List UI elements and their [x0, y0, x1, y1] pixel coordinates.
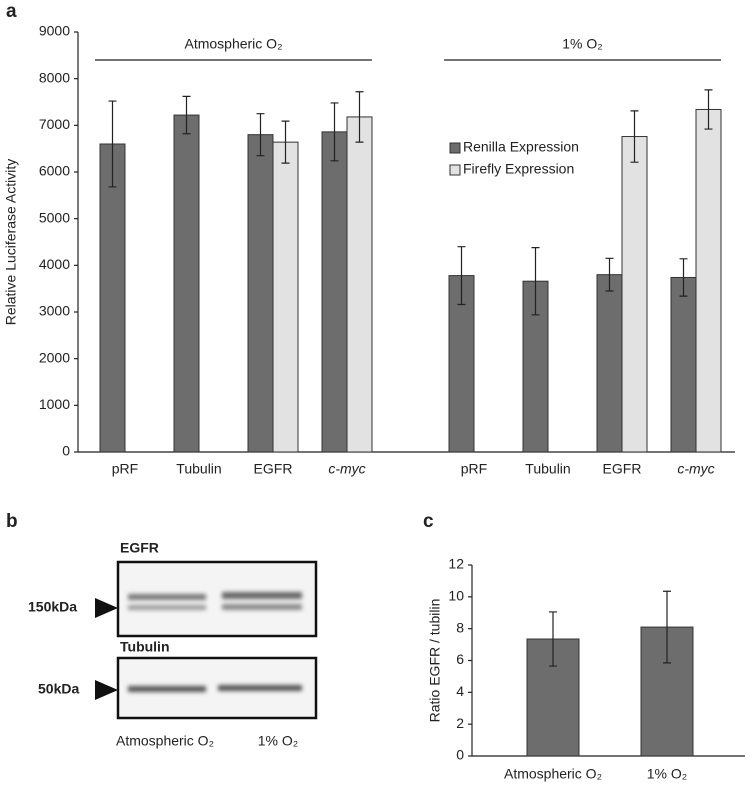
y-tick-label: 4 [456, 683, 464, 699]
error-bar [355, 91, 364, 143]
bar [695, 108, 722, 453]
y-tick-label: 12 [448, 556, 464, 572]
error-bar [182, 95, 191, 135]
error-bar [704, 89, 713, 130]
lane-label: Atmospheric O₂ [116, 733, 214, 749]
panel-label: b [6, 511, 18, 532]
legend-label: Renilla Expression [463, 139, 579, 155]
bar [621, 136, 648, 453]
x-tick-label: 1% O₂ [647, 766, 687, 782]
panel-label: a [6, 1, 17, 22]
error-bar [605, 257, 614, 292]
error-bar [531, 247, 540, 316]
y-tick-label: 2000 [39, 349, 70, 365]
x-tick-label: EGFR [603, 461, 642, 477]
error-bar [256, 113, 265, 157]
marker-arrow [95, 598, 118, 618]
y-axis-label: Relative Luciferase Activity [3, 159, 19, 326]
y-axis-label: Ratio EGFR / tubilin [427, 599, 443, 723]
y-tick-label: 8000 [39, 69, 70, 85]
bar [247, 134, 274, 453]
x-tick-label: pRF [461, 461, 487, 477]
error-bar [330, 102, 339, 162]
blot-bands [128, 685, 302, 692]
y-tick-label: 8 [456, 619, 464, 635]
y-tick-label: 0 [62, 443, 70, 459]
bar [346, 116, 373, 453]
y-tick-label: 7000 [39, 116, 70, 132]
y-tick-label: 6 [456, 651, 464, 667]
y-tick-label: 5000 [39, 209, 70, 225]
x-tick-label: EGFR [254, 461, 293, 477]
x-tick-label: Tubulin [176, 461, 221, 477]
error-bar [630, 110, 639, 163]
error-bar [108, 100, 117, 188]
group-label: 1% O₂ [562, 36, 602, 52]
y-tick-label: 4000 [39, 256, 70, 272]
y-tick-label: 2 [456, 715, 464, 731]
group-label: Atmospheric O₂ [184, 36, 282, 52]
bar [272, 141, 299, 453]
y-tick-label: 9000 [39, 23, 70, 39]
panel-label: c [423, 511, 434, 532]
y-tick-label: 3000 [39, 303, 70, 319]
y-tick-label: 6000 [39, 163, 70, 179]
blot-bands [128, 592, 302, 610]
y-tick-label: 10 [448, 588, 464, 604]
blot-title: Tubulin [120, 639, 170, 655]
legend-swatch [449, 142, 461, 154]
error-bar [679, 258, 688, 297]
bar [321, 131, 348, 453]
x-tick-label: c-myc [328, 461, 365, 477]
size-marker: 150kDa [28, 599, 77, 615]
x-tick-label: Tubulin [525, 461, 570, 477]
error-bar [663, 590, 671, 664]
error-bar [281, 120, 290, 164]
bar [670, 276, 697, 453]
marker-arrow [95, 680, 118, 700]
bar [99, 143, 126, 453]
bar [596, 274, 623, 453]
lane-label: 1% O₂ [258, 733, 298, 749]
size-marker: 50kDa [38, 681, 79, 697]
error-bar [457, 246, 466, 306]
blot-panel: b EGFR 150kDa Tubulin 50kDa Atmospheric … [6, 511, 318, 749]
blot-title: EGFR [120, 540, 159, 556]
x-tick-label: c-myc [677, 461, 714, 477]
legend-label: Firefly Expression [463, 161, 574, 177]
y-tick-label: 0 [456, 747, 464, 763]
bar [173, 114, 200, 453]
y-tick-label: 1000 [39, 396, 70, 412]
x-tick-label: pRF [112, 461, 138, 477]
legend-swatch [449, 164, 461, 176]
x-tick-label: Atmospheric O₂ [504, 766, 602, 782]
error-bar [549, 611, 557, 667]
